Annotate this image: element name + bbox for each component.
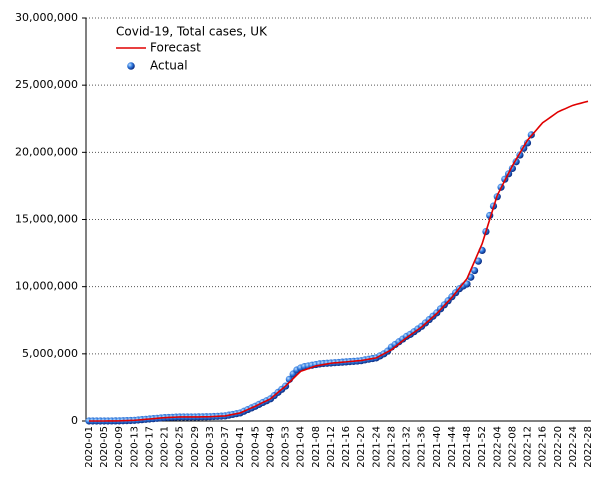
x-tick-label: 2022-12 xyxy=(523,426,534,468)
x-tick-label: 2022-20 xyxy=(553,426,564,468)
y-tick-label: 20,000,000 xyxy=(15,145,78,158)
x-tick-label: 2021-32 xyxy=(402,426,413,468)
x-tick-label: 2020-29 xyxy=(190,426,201,468)
x-tick-label: 2021-36 xyxy=(417,426,428,468)
x-tick-label: 2020-01 xyxy=(84,426,95,468)
x-tick-label: 2020-45 xyxy=(250,426,261,468)
legend-swatch xyxy=(127,62,135,70)
actual-point xyxy=(463,280,471,288)
x-tick-label: 2021-28 xyxy=(386,426,397,468)
x-tick-label: 2021-12 xyxy=(326,426,337,468)
x-tick-label: 2021-08 xyxy=(311,426,322,468)
y-tick-label: 25,000,000 xyxy=(15,78,78,91)
x-tick-label: 2020-05 xyxy=(99,426,110,468)
x-tick-label: 2020-21 xyxy=(160,426,171,468)
legend-title: Covid-19, Total cases, UK xyxy=(116,25,268,39)
x-tick-label: 2020-41 xyxy=(235,426,246,468)
y-tick-label: 10,000,000 xyxy=(15,280,78,293)
y-tick-label: 30,000,000 xyxy=(15,11,78,24)
actual-point xyxy=(474,257,482,265)
actual-point xyxy=(470,266,479,275)
x-tick-label: 2022-28 xyxy=(583,426,594,468)
x-tick-label: 2021-04 xyxy=(296,426,307,468)
x-tick-label: 2022-16 xyxy=(538,426,549,468)
y-tick-label: 5,000,000 xyxy=(22,347,78,360)
x-tick-label: 2021-44 xyxy=(447,426,458,468)
x-tick-label: 2020-33 xyxy=(205,426,216,468)
x-tick-label: 2021-16 xyxy=(341,426,352,468)
x-tick-label: 2022-08 xyxy=(507,426,518,468)
x-tick-label: 2021-48 xyxy=(462,426,473,468)
x-tick-label: 2020-17 xyxy=(144,426,155,468)
x-tick-label: 2020-37 xyxy=(220,426,231,468)
x-tick-label: 2020-13 xyxy=(129,426,140,468)
x-tick-label: 2020-53 xyxy=(281,426,292,468)
x-tick-label: 2021-52 xyxy=(477,426,488,468)
x-tick-label: 2021-20 xyxy=(356,426,367,468)
legend-label: Forecast xyxy=(150,41,201,55)
x-tick-label: 2021-40 xyxy=(432,426,443,468)
x-tick-label: 2022-24 xyxy=(568,426,579,468)
legend-label: Actual xyxy=(150,59,188,73)
x-tick-label: 2020-49 xyxy=(265,426,276,468)
x-tick-label: 2020-09 xyxy=(114,426,125,468)
x-tick-label: 2021-24 xyxy=(371,426,382,468)
x-tick-label: 2022-04 xyxy=(492,426,503,468)
y-tick-label: 15,000,000 xyxy=(15,213,78,226)
x-tick-label: 2020-25 xyxy=(175,426,186,468)
y-tick-label: 0 xyxy=(71,414,78,427)
forecast-line xyxy=(89,100,589,422)
